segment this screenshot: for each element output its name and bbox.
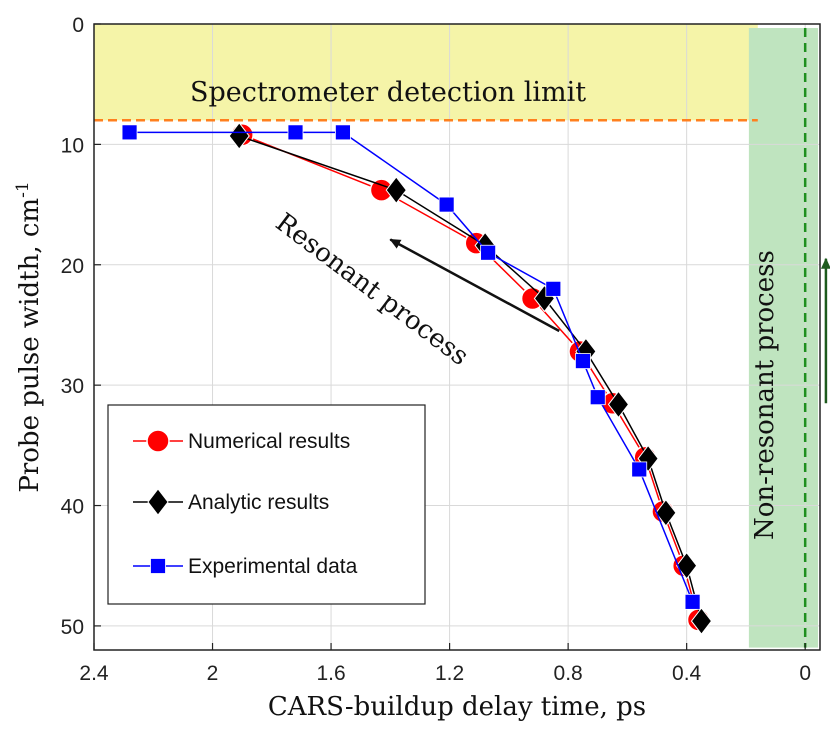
x-tick-label: 2.4 [79,662,109,685]
y-tick-label: 10 [61,134,84,157]
y-tick-label: 20 [61,255,84,278]
data-point-square [575,353,591,369]
nonresonant-process-label: Non-resonant process [750,250,780,540]
legend-label: Numerical results [188,430,350,453]
data-point-diamond [676,551,698,580]
y-axis-label-main: Probe pulse width, cm [15,198,45,493]
legend-label: Analytic results [188,491,329,514]
data-point-square [631,461,648,478]
data-point-diamond [607,390,630,419]
legend-marker-square [150,558,166,574]
legend-marker-diamond [147,488,169,516]
x-tick-label: 2 [207,662,219,685]
y-tick-label: 30 [61,375,84,398]
y-axis-label: Probe pulse width, cm-1 [13,181,45,492]
data-point-square [684,593,701,610]
x-tick-label: 0 [799,662,811,685]
data-point-square [545,280,562,297]
nonresonant-band [748,28,818,648]
resonant-arrow [389,238,560,333]
series-square [121,124,701,610]
data-point-diamond [690,607,713,635]
data-point-square [438,196,455,213]
detection-limit-band [94,24,758,121]
data-point-diamond [655,498,677,527]
x-tick-label: 1.2 [435,662,464,685]
x-tick-label: 1.6 [316,662,345,685]
y-tick-label: 0 [72,14,84,37]
data-point-diamond [385,176,407,204]
data-point-square [335,124,351,141]
legend: Numerical results Analytic results Experim… [107,404,426,605]
detection-limit-label: Spectrometer detection limit [190,77,586,108]
x-tick-label: 0.8 [554,662,583,685]
series-line [129,131,694,603]
data-point-square [589,389,606,406]
series-diamond [228,122,713,635]
y-tick-label: 40 [61,496,84,519]
x-axis-label: CARS-buildup delay time, ps [268,692,646,722]
legend-marker-circle [146,429,170,453]
data-point-square [480,244,497,261]
data-point-square [121,124,138,141]
x-tick-label: 0.4 [672,662,702,685]
legend-label: Experimental data [188,555,358,578]
data-point-square [287,124,304,141]
y-tick-label: 50 [61,616,84,639]
series-line [241,134,700,621]
series-line [238,135,703,622]
y-axis-label-superscript: -1 [13,181,33,198]
series-layer [121,122,713,635]
axes-frame [93,23,821,651]
axis-ticks: 2.4 2 1.6 1.2 0.8 0.4 0 0 10 20 30 40 50 [61,14,811,685]
